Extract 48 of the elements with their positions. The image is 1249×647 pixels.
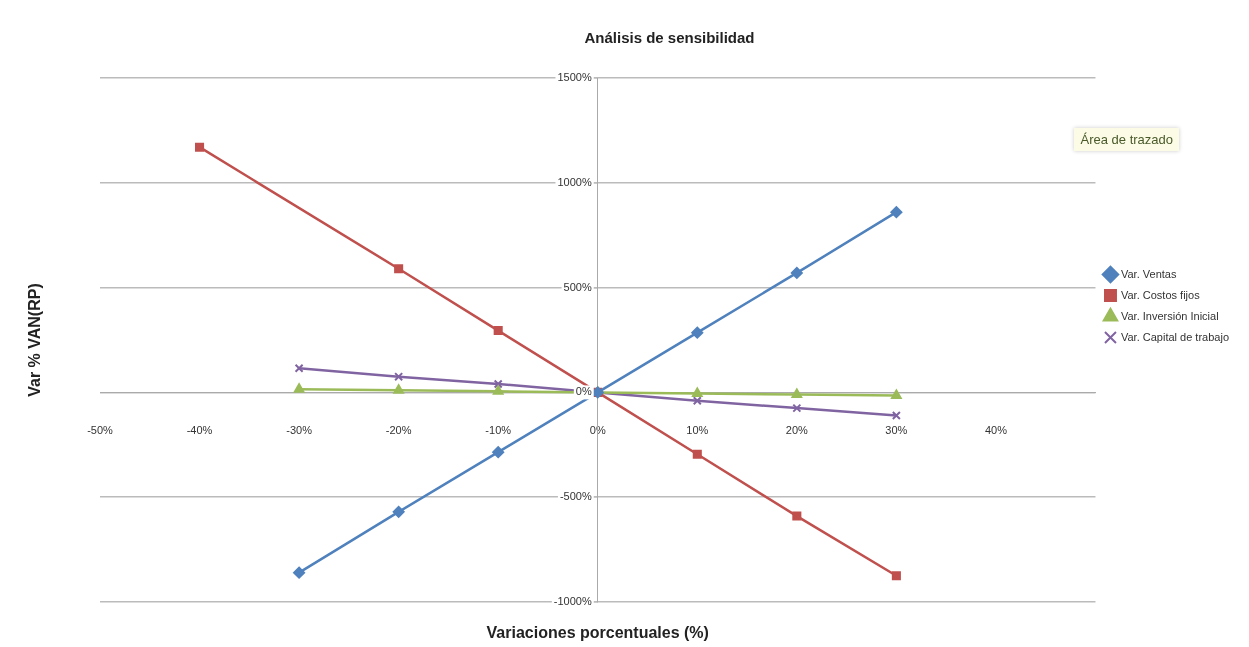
point: [293, 566, 306, 579]
x-tick-label: 0%: [589, 424, 606, 437]
point: [394, 264, 404, 274]
x-tick-label: -30%: [286, 424, 313, 437]
y-tick-label: 500%: [563, 280, 592, 293]
y-axis-title: Var % VAN(RP): [26, 283, 43, 397]
point: [492, 446, 505, 459]
point: [691, 326, 704, 339]
point: [492, 385, 504, 395]
chart-title: Análisis de sensibilidad: [584, 29, 755, 47]
x-axis-title: Variaciones porcentuales (%): [486, 624, 709, 641]
x-tick-label: 40%: [984, 424, 1008, 437]
x-tick-label: -50%: [87, 424, 114, 437]
point: [394, 372, 404, 382]
y-tick-label: 0%: [575, 385, 592, 398]
x-tick-label: -10%: [485, 424, 512, 437]
y-tick-label: -500%: [559, 490, 592, 503]
x-tick-label: -40%: [186, 424, 213, 437]
annotation: Área de trazado: [1074, 128, 1179, 151]
point: [891, 571, 901, 581]
x-tick-label: 20%: [785, 424, 809, 437]
point: [692, 396, 702, 406]
point: [392, 505, 405, 518]
x-tick-label: 30%: [885, 424, 908, 437]
point: [493, 379, 503, 389]
point: [891, 389, 902, 400]
point: [195, 142, 205, 152]
point: [691, 387, 703, 397]
point: [393, 384, 404, 394]
point: [692, 449, 702, 459]
y-tick-label: 1000%: [557, 175, 592, 188]
legend-label: Var. Ventas: [1120, 267, 1177, 280]
x-tick-label: 10%: [686, 424, 709, 437]
point: [891, 410, 901, 420]
point: [792, 403, 802, 413]
y-tick-label: 1500%: [557, 71, 592, 84]
point: [493, 326, 503, 336]
x-tick-label: -20%: [385, 424, 412, 437]
legend-label: Var. Capital de trabajo: [1120, 330, 1229, 343]
point: [293, 383, 305, 393]
point: [890, 206, 903, 219]
point: [790, 266, 803, 279]
point: [792, 511, 802, 521]
legend-label: Var. Inversión Inicial: [1120, 309, 1219, 322]
y-tick-label: -1000%: [553, 595, 592, 608]
point: [294, 363, 304, 373]
point: [791, 388, 803, 398]
legend-label: Var. Costos fijos: [1120, 288, 1201, 301]
